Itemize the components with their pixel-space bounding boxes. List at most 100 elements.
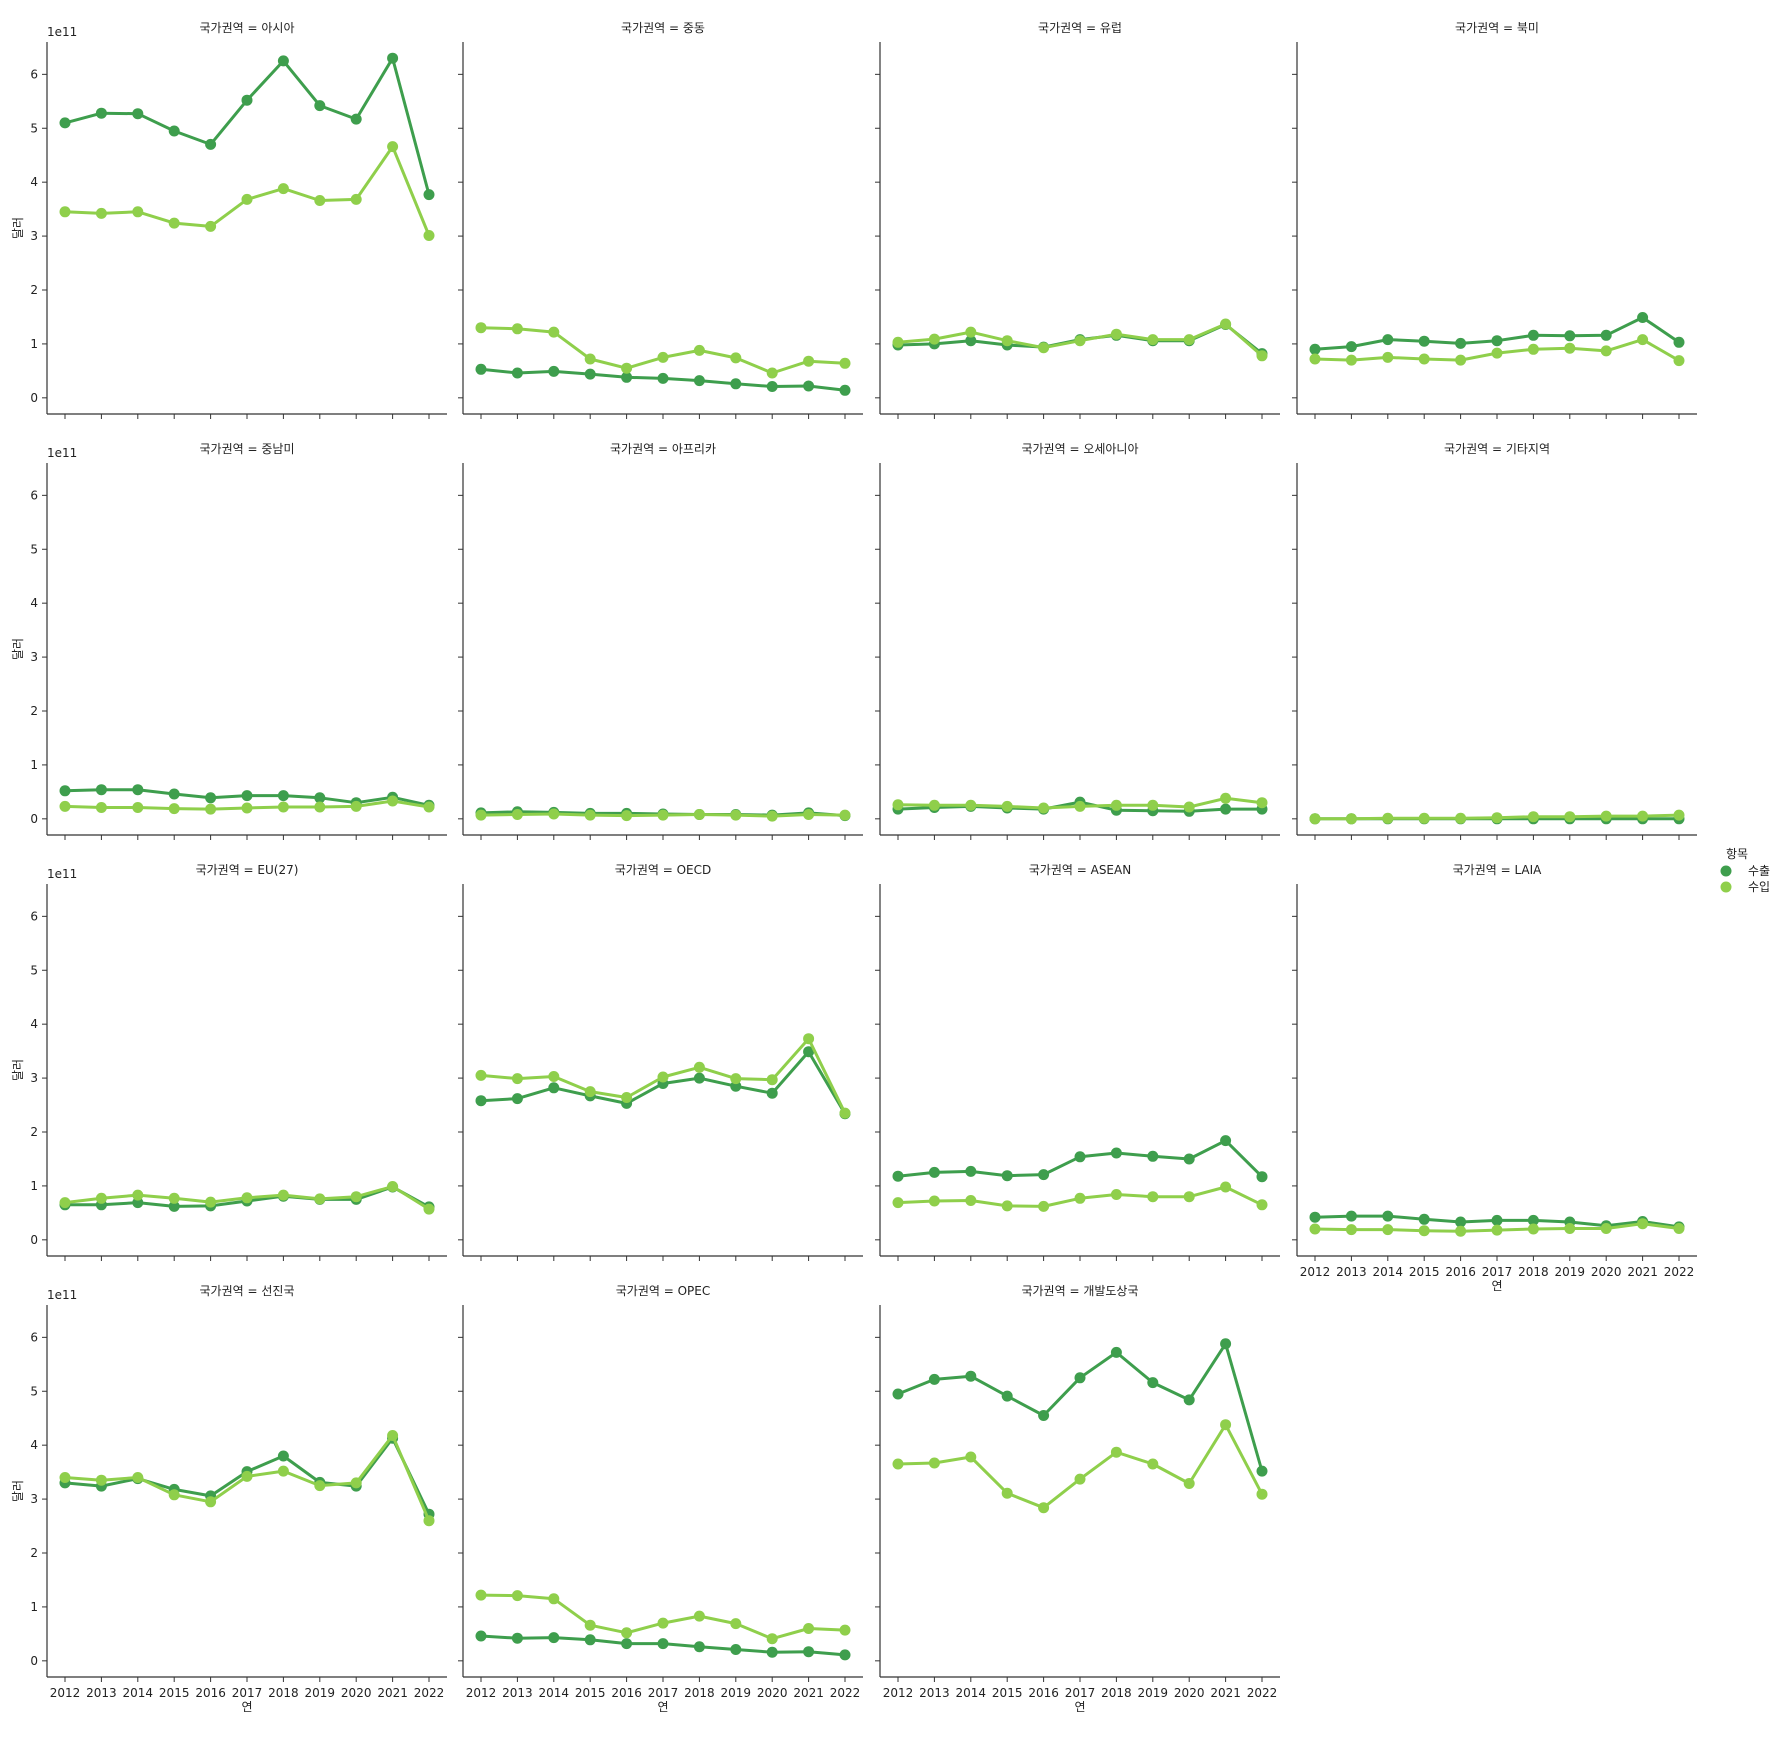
data-point <box>387 1430 399 1441</box>
panel-title: 국가권역 = LAIA <box>1453 863 1543 877</box>
panel-title: 국가권역 = 유럽 <box>1038 21 1122 35</box>
data-point <box>839 357 851 369</box>
data-point <box>1382 351 1394 363</box>
data-point <box>965 799 977 811</box>
data-point <box>511 1093 523 1105</box>
data-point <box>548 365 560 377</box>
data-point <box>839 1107 851 1119</box>
data-point <box>1345 1224 1357 1236</box>
data-point <box>168 788 180 800</box>
panel-title: 국가권역 = 아시아 <box>200 21 295 35</box>
data-point <box>1345 813 1357 825</box>
panel-title: 국가권역 = 기타지역 <box>1444 442 1550 456</box>
data-point <box>928 1373 940 1385</box>
data-point <box>1637 312 1649 323</box>
x-tick-label: 2017 <box>1065 1686 1096 1700</box>
y-tick-label: 3 <box>30 229 38 243</box>
panel-5: 국가권역 = 중남미 0 1 2 3 4 5 6 1e11 달러 <box>11 442 447 840</box>
data-point <box>657 351 669 363</box>
data-point <box>132 108 144 120</box>
x-tick-label: 2021 <box>1210 1686 1241 1700</box>
y-axis-title: 달러 <box>11 1059 25 1081</box>
x-tick-label: 2020 <box>757 1686 788 1700</box>
data-point <box>657 809 669 821</box>
data-point <box>1220 1135 1232 1147</box>
data-point <box>1074 335 1086 347</box>
data-point <box>1110 328 1122 340</box>
data-point <box>205 1196 217 1208</box>
data-point <box>965 326 977 338</box>
data-point <box>548 326 560 338</box>
data-point <box>511 1590 523 1602</box>
data-point <box>511 1632 523 1644</box>
data-point <box>621 1638 633 1650</box>
data-point <box>1491 347 1503 359</box>
y-axis-title: 달러 <box>11 217 25 239</box>
data-point <box>1418 353 1430 365</box>
data-point <box>205 792 217 804</box>
data-point <box>1256 350 1268 362</box>
data-point <box>1110 1189 1122 1200</box>
data-point <box>168 217 180 229</box>
data-point <box>168 1489 180 1501</box>
panel-title: 국가권역 = 중동 <box>621 21 705 35</box>
data-point <box>277 1450 289 1462</box>
data-point <box>803 809 815 820</box>
x-tick-label: 2016 <box>1445 1265 1476 1279</box>
data-point <box>314 1193 326 1205</box>
data-point <box>59 800 71 812</box>
data-point <box>584 1619 596 1631</box>
data-point <box>1038 342 1050 354</box>
x-tick-label: 2019 <box>721 1686 752 1700</box>
data-point <box>766 1087 778 1099</box>
data-point <box>928 799 940 811</box>
data-point <box>657 1638 669 1650</box>
data-point <box>839 1649 851 1661</box>
data-point <box>892 1170 904 1182</box>
data-point <box>548 1071 560 1082</box>
data-point <box>693 1641 705 1653</box>
data-point <box>59 1472 71 1483</box>
data-point <box>803 1623 815 1634</box>
data-point <box>1074 1151 1086 1163</box>
data-point <box>95 1474 107 1486</box>
data-point <box>657 1617 669 1629</box>
data-point <box>1527 1214 1539 1226</box>
data-point <box>548 1593 560 1605</box>
data-point <box>928 1457 940 1469</box>
data-point <box>350 113 362 125</box>
x-tick-label: 2020 <box>1174 1686 1205 1700</box>
data-point <box>1256 1488 1268 1500</box>
data-point <box>766 810 778 822</box>
data-point <box>1183 1191 1195 1203</box>
x-tick-label: 2020 <box>1591 1265 1622 1279</box>
series-line <box>480 1593 846 1641</box>
panel-title: 국가권역 = EU(27) <box>196 863 299 877</box>
data-point <box>1256 1199 1268 1211</box>
data-point <box>965 1195 977 1206</box>
data-point <box>584 368 596 380</box>
data-point <box>1147 334 1159 346</box>
data-point <box>839 1624 851 1636</box>
x-tick-label: 2019 <box>305 1686 336 1700</box>
x-axis-title: 연 <box>1074 1700 1085 1714</box>
y-tick-label: 0 <box>30 1654 38 1668</box>
x-tick-label: 2021 <box>793 1686 824 1700</box>
y-tick-label: 0 <box>30 812 38 826</box>
data-point <box>1564 330 1576 342</box>
x-axis-title: 연 <box>1491 1279 1502 1293</box>
data-point <box>621 371 633 383</box>
data-point <box>475 1589 487 1601</box>
data-point <box>205 138 217 150</box>
y-tick-label: 2 <box>30 1125 38 1139</box>
data-point <box>766 367 778 379</box>
data-point <box>1309 1211 1321 1223</box>
panel-3: 국가권역 = 유럽 <box>875 21 1280 419</box>
panel-title: 국가권역 = 북미 <box>1455 21 1539 35</box>
panel-title: 국가권역 = 아프리카 <box>610 442 716 456</box>
data-point <box>350 800 362 812</box>
data-point <box>766 381 778 392</box>
data-point <box>1147 1458 1159 1470</box>
data-point <box>1382 334 1394 346</box>
